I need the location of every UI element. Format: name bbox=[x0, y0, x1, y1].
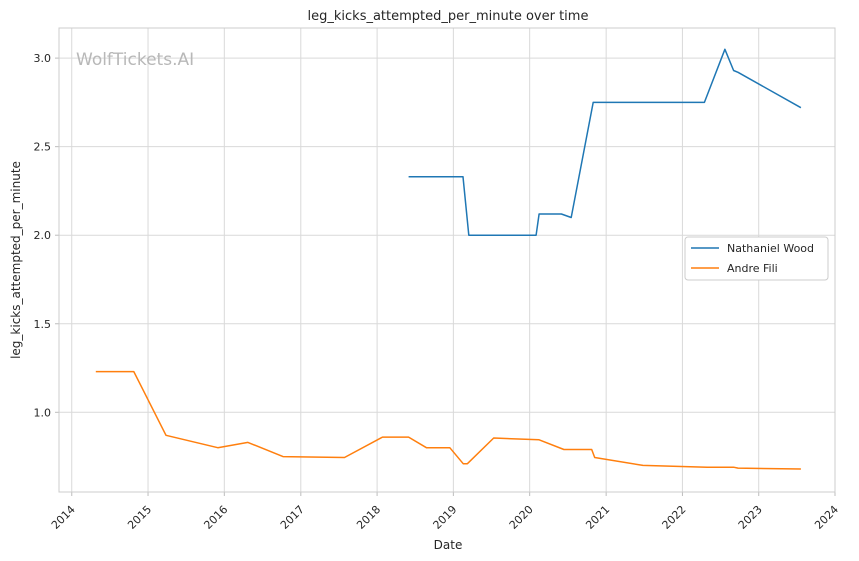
y-tick-labels: 1.0 1.5 2.0 2.5 3.0 bbox=[34, 52, 52, 419]
y-tick-label: 2.5 bbox=[34, 141, 52, 154]
plot-area-border bbox=[58, 27, 836, 493]
y-tick-label: 1.5 bbox=[34, 318, 52, 331]
axes-frame bbox=[55, 27, 836, 496]
y-tick-label: 2.0 bbox=[34, 229, 52, 242]
series-line-andre-fili bbox=[95, 370, 801, 470]
legend-box bbox=[684, 236, 829, 281]
y-axis-label: leg_kicks_attempted_per_minute bbox=[9, 161, 23, 359]
legend-label: Nathaniel Wood bbox=[727, 242, 814, 255]
series-line-nathaniel-wood bbox=[408, 48, 802, 236]
y-tick-label: 3.0 bbox=[34, 52, 52, 65]
legend: Nathaniel Wood Andre Fili bbox=[684, 236, 829, 281]
y-tick-label: 1.0 bbox=[34, 406, 52, 419]
series-lines bbox=[95, 48, 802, 470]
legend-label: Andre Fili bbox=[727, 262, 778, 275]
chart-title: leg_kicks_attempted_per_minute over time bbox=[308, 9, 589, 24]
x-axis-label: Date bbox=[434, 538, 463, 552]
watermark: WolfTickets.AI bbox=[76, 50, 194, 70]
